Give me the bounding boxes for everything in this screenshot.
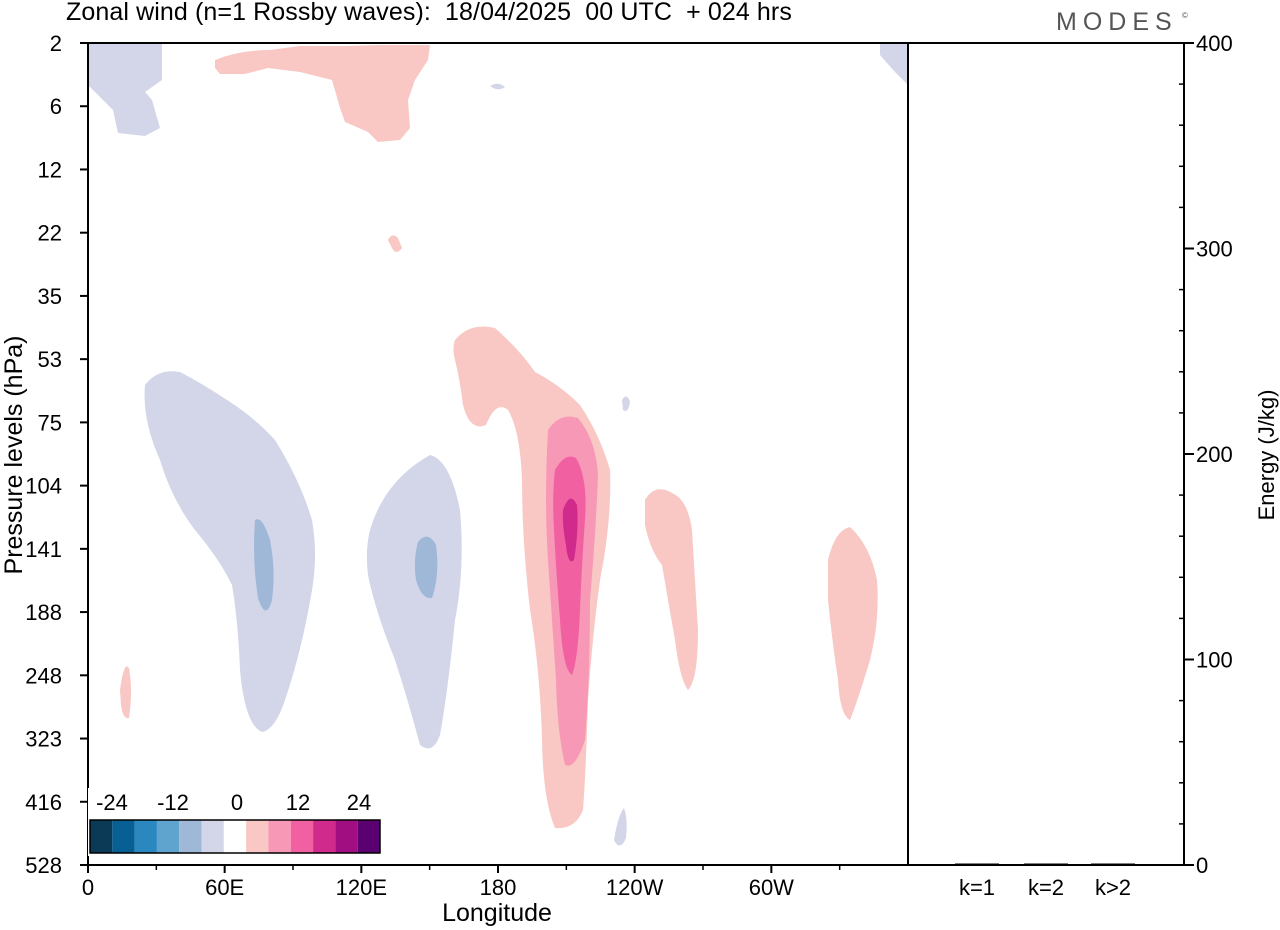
colorbar-swatch (290, 820, 314, 853)
brand-logo: MODES (1056, 8, 1178, 36)
energy-tick-label: 400 (1196, 31, 1233, 56)
colorbar-tick-label: 0 (231, 790, 243, 815)
longitude-tick-label: 60E (205, 875, 244, 900)
longitude-tick-label: 60W (749, 875, 794, 900)
colorbar-tick-label: -24 (96, 790, 128, 815)
pressure-tick-label: 141 (25, 537, 62, 562)
colorbar-swatch (313, 820, 336, 853)
contour-pos-patch-110w (645, 489, 698, 690)
pressure-tick-label: 12 (38, 157, 62, 182)
pressure-tick-label: 416 (25, 790, 62, 815)
colorbar-swatch (246, 820, 269, 853)
colorbar-swatch (223, 820, 247, 853)
contour-fill-layer (88, 43, 908, 846)
pressure-tick-label: 2 (50, 31, 62, 56)
contour-neg-lobe-west-core (254, 519, 274, 611)
wavenumber-label: k=2 (1028, 875, 1064, 900)
colorbar-swatch (268, 820, 291, 853)
colorbar-swatch (112, 820, 135, 853)
wavenumber-axis: k=1 k=2 k>2 (959, 875, 1131, 900)
energy-bar (1091, 863, 1135, 865)
energy-tick-label: 200 (1196, 442, 1233, 467)
pressure-tick-label: 6 (50, 94, 62, 119)
pressure-axis: 2 6 12 22 35 53 75 104 141 188 248 323 416 528 (25, 31, 88, 878)
energy-axis-label: Energy (J/kg) (1254, 390, 1279, 521)
energy-bar (1024, 863, 1068, 865)
colorbar-tick-label: -12 (157, 790, 189, 815)
colorbar-frame (89, 819, 381, 854)
energy-tick-label: 0 (1196, 853, 1208, 878)
colorbar-swatch (156, 820, 180, 853)
energy-bars (955, 863, 1135, 865)
pressure-tick-label: 248 (25, 663, 62, 688)
contour-neg-upper-left (88, 43, 162, 136)
colorbar-swatch (335, 820, 358, 853)
contour-neg-small-dot-2 (622, 396, 630, 411)
pressure-tick-label: 22 (38, 221, 62, 246)
brand-copyright-mark: © (1182, 11, 1188, 20)
contour-pos-upper (215, 45, 430, 142)
contour-pos-tongue-24 (562, 498, 578, 562)
colorbar-swatch (134, 820, 157, 853)
y-axis-label: Pressure levels (hPa) (0, 336, 28, 575)
pressure-tick-label: 53 (38, 347, 62, 372)
wavenumber-label: k=1 (959, 875, 995, 900)
contour-neg-small-dot (490, 83, 505, 90)
energy-tick-label: 300 (1196, 237, 1233, 262)
pressure-tick-label: 528 (25, 853, 62, 878)
contour-neg-lobe-east (366, 455, 462, 749)
energy-tick-label: 100 (1196, 648, 1233, 673)
colorbar-tick-label: 12 (286, 790, 310, 815)
contour-pos-small-upper (388, 235, 402, 252)
energy-axis: 0 100 200 300 400 (1179, 31, 1233, 878)
pressure-tick-label: 323 (25, 727, 62, 752)
longitude-tick-label: 0 (82, 875, 94, 900)
contour-pos-tongue-18 (553, 456, 586, 675)
contour-pos-small-left (120, 666, 131, 719)
energy-bar (955, 863, 999, 865)
longitude-tick-label: 120W (606, 875, 664, 900)
longitude-tick-label: 120E (336, 875, 387, 900)
colorbar: -24 -12 0 12 24 (88, 788, 382, 856)
colorbar-swatch (357, 820, 380, 853)
colorbar-swatch (201, 820, 224, 853)
chart-title: Zonal wind (n=1 Rossby waves): 18/04/202… (66, 0, 792, 26)
pressure-tick-label: 35 (38, 284, 62, 309)
contour-neg-lobe-west (144, 371, 315, 732)
longitude-axis: 0 60E 120E 180 120W 60W (82, 865, 841, 900)
colorbar-swatch (179, 820, 202, 853)
wavenumber-label: k>2 (1095, 875, 1131, 900)
x-axis-label: Longitude (442, 899, 552, 927)
pressure-tick-label: 188 (25, 600, 62, 625)
colorbar-swatch (90, 820, 113, 853)
pressure-tick-label: 104 (25, 474, 62, 499)
contour-neg-upper-right (880, 43, 908, 85)
pressure-tick-label: 75 (38, 410, 62, 435)
contour-neg-lobe-east-core (414, 536, 438, 599)
longitude-tick-label: 180 (480, 875, 517, 900)
colorbar-tick-label: 24 (347, 790, 371, 815)
contour-pos-patch-35w (828, 527, 878, 720)
contour-neg-small-bottom (614, 808, 627, 846)
